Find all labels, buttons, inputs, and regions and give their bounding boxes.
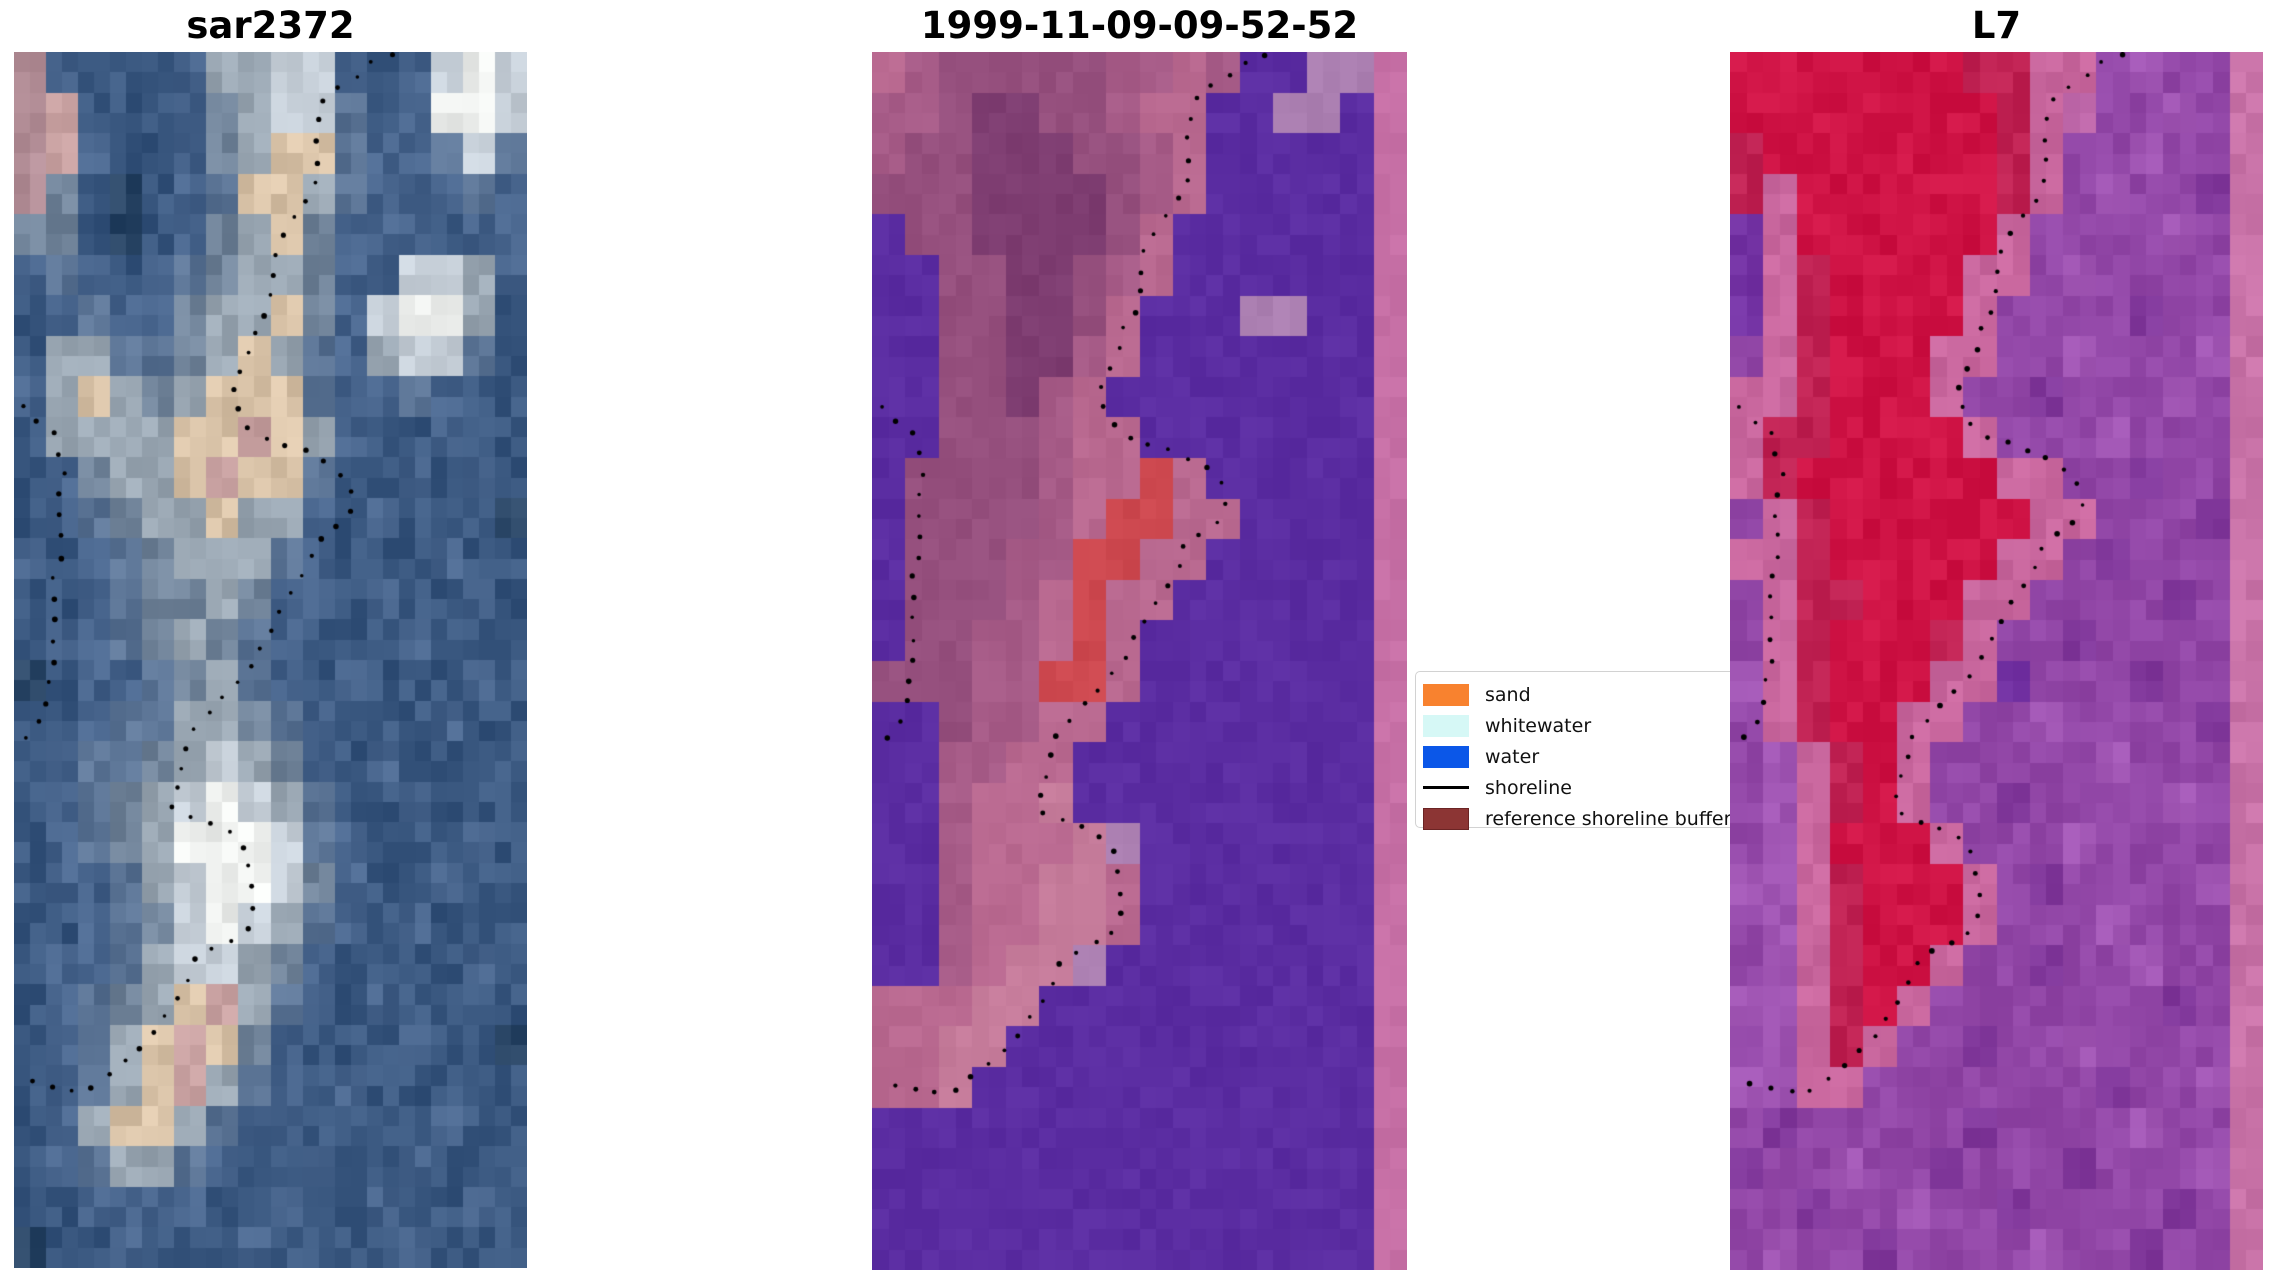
legend-label: whitewater xyxy=(1485,714,1592,737)
sar2372-image-panel xyxy=(14,52,527,1268)
legend-item-reference-shoreline-buffer: reference shoreline buffer xyxy=(1423,803,1824,834)
legend-item-water: water xyxy=(1423,741,1824,772)
l7-image-panel xyxy=(1730,52,2263,1270)
panel-title-date: 1999-11-09-09-52-52 xyxy=(920,4,1359,47)
classified-image-panel xyxy=(872,52,1407,1270)
water-swatch xyxy=(1423,745,1469,768)
whitewater-swatch xyxy=(1423,714,1469,737)
legend-item-shoreline: shoreline xyxy=(1423,772,1824,803)
sand-swatch xyxy=(1423,683,1469,706)
legend-label: sand xyxy=(1485,683,1531,706)
shoreline-line-swatch xyxy=(1423,786,1469,789)
legend-label: shoreline xyxy=(1485,776,1572,799)
legend-label: reference shoreline buffer xyxy=(1485,807,1732,830)
reference-shoreline-buffer-swatch xyxy=(1423,807,1469,830)
legend-label: water xyxy=(1485,745,1540,768)
panel-title-sar2372: sar2372 xyxy=(186,4,355,47)
panel-title-l7: L7 xyxy=(1971,4,2022,47)
legend-item-sand: sand xyxy=(1423,679,1824,710)
legend-item-whitewater: whitewater xyxy=(1423,710,1824,741)
